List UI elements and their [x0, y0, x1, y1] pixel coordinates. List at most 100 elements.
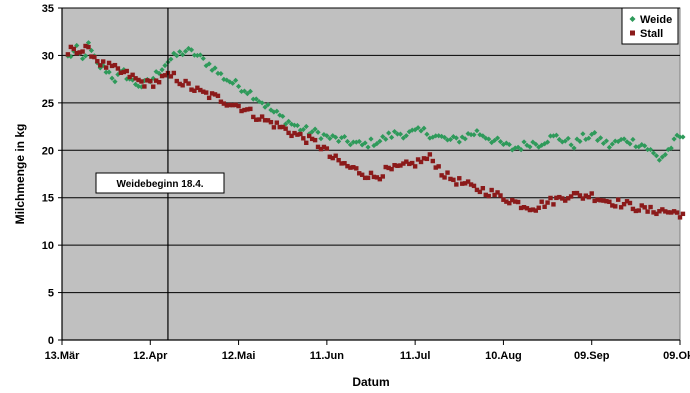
data-point	[621, 136, 627, 142]
data-point	[365, 144, 371, 150]
data-point	[362, 140, 368, 146]
data-point	[616, 197, 621, 202]
data-point	[88, 47, 95, 54]
data-point	[106, 69, 112, 75]
data-point	[453, 135, 459, 141]
data-point	[177, 49, 183, 55]
data-point	[627, 200, 633, 206]
data-point	[274, 108, 280, 114]
data-point	[648, 204, 653, 210]
data-point	[101, 59, 106, 64]
data-point	[515, 199, 521, 205]
data-point	[653, 153, 660, 159]
data-point	[215, 93, 221, 99]
data-point	[242, 107, 247, 113]
data-point	[460, 181, 465, 186]
data-point	[448, 176, 453, 182]
data-point	[604, 199, 609, 204]
data-point	[497, 139, 504, 145]
legend-box	[621, 7, 679, 45]
data-point	[206, 61, 212, 67]
data-point	[592, 198, 597, 204]
data-point	[571, 145, 577, 151]
data-point	[489, 139, 495, 146]
data-point	[77, 50, 82, 55]
data-point	[507, 200, 512, 206]
data-point	[471, 183, 477, 189]
data-point	[666, 210, 671, 215]
data-point	[162, 73, 168, 78]
data-point	[659, 154, 665, 160]
data-point	[598, 198, 603, 203]
data-point	[407, 161, 412, 167]
data-point	[401, 161, 406, 166]
data-point	[527, 144, 533, 150]
data-point	[262, 118, 268, 123]
data-point	[506, 141, 512, 148]
data-point	[386, 130, 392, 136]
data-point	[130, 72, 135, 78]
data-point	[218, 99, 224, 104]
data-point	[436, 164, 441, 169]
data-point	[542, 204, 547, 209]
data-point	[671, 136, 677, 142]
data-point	[671, 209, 677, 214]
data-point	[660, 207, 665, 212]
data-point	[250, 96, 256, 102]
data-point	[397, 131, 404, 137]
data-point	[462, 181, 468, 186]
x-tick-label: 12.Mai	[222, 350, 256, 362]
data-point	[465, 131, 471, 137]
data-point	[680, 211, 686, 217]
data-point	[183, 48, 189, 54]
data-point	[253, 96, 259, 102]
data-point	[521, 139, 527, 145]
data-point	[307, 133, 312, 139]
data-point	[483, 192, 488, 198]
data-point	[236, 103, 241, 109]
data-point	[303, 123, 309, 130]
data-point	[68, 44, 74, 50]
data-point	[597, 135, 604, 141]
data-point	[586, 135, 592, 141]
data-point	[439, 173, 444, 178]
data-point	[498, 193, 503, 198]
data-point	[586, 194, 591, 200]
data-point	[415, 157, 421, 162]
data-point	[271, 109, 277, 115]
data-point	[115, 66, 121, 71]
data-point	[418, 128, 424, 134]
data-point	[354, 166, 359, 171]
data-point	[318, 146, 324, 152]
data-point	[321, 144, 327, 150]
data-point	[180, 83, 185, 88]
data-point	[606, 144, 612, 150]
data-point	[454, 182, 459, 187]
data-point	[333, 153, 338, 158]
data-point	[621, 201, 627, 207]
data-point	[71, 46, 76, 52]
data-point	[315, 129, 321, 135]
data-point	[424, 131, 430, 137]
legend-label-stall: Stall	[640, 28, 663, 40]
data-point	[389, 134, 395, 140]
data-point	[568, 194, 574, 199]
data-point	[159, 67, 165, 73]
data-point	[159, 73, 165, 79]
y-tick-label: 20	[42, 145, 54, 157]
data-point	[301, 136, 306, 141]
data-point	[309, 129, 315, 135]
x-axis-title: Datum	[352, 375, 389, 389]
data-point	[427, 152, 433, 157]
data-point	[500, 141, 507, 148]
data-point	[374, 175, 380, 180]
data-point	[215, 70, 221, 76]
data-point	[518, 205, 524, 211]
data-point	[677, 215, 683, 220]
legend-marker-weide	[629, 16, 636, 22]
data-point	[295, 132, 300, 137]
data-point	[233, 102, 238, 108]
data-point	[357, 171, 362, 176]
data-point	[468, 132, 474, 138]
